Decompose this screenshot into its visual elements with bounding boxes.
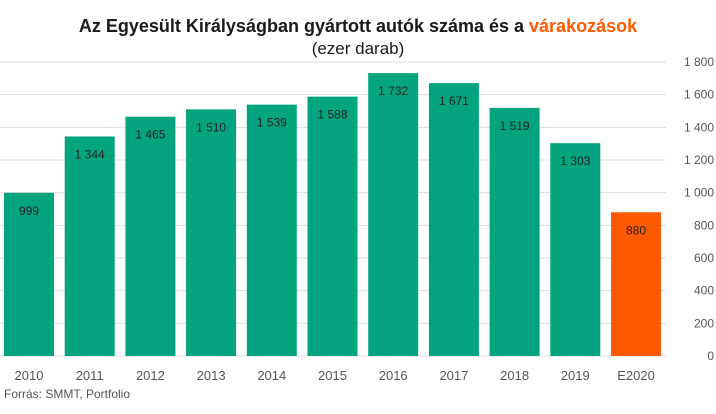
x-tick-label: 2010 — [15, 368, 44, 383]
y-tick-label: 600 — [694, 251, 714, 265]
data-label: 1 303 — [560, 154, 590, 168]
chart-title-main: Az Egyesült Királyságban gyártott autók … — [78, 16, 530, 36]
x-tick-label: 2013 — [197, 368, 226, 383]
bar — [428, 83, 479, 356]
x-tick-label: 2015 — [318, 368, 347, 383]
bar — [4, 192, 54, 356]
bar — [246, 104, 297, 356]
x-tick-label: 2018 — [500, 368, 529, 383]
data-label: 1 465 — [135, 128, 165, 142]
data-label: 1 519 — [500, 119, 530, 133]
y-tick-label: 1 000 — [684, 186, 714, 200]
data-label: 1 510 — [196, 120, 226, 134]
data-label: 1 539 — [257, 116, 287, 130]
bar — [186, 109, 237, 356]
y-tick-label: 0 — [707, 349, 714, 363]
chart-title-highlight: várakozások — [529, 16, 638, 36]
bar — [125, 116, 176, 356]
data-label: 1 344 — [75, 147, 105, 161]
x-tick-label: 2014 — [257, 368, 286, 383]
bar — [64, 136, 115, 356]
chart-subtitle: (ezer darab) — [311, 39, 405, 58]
data-label: 999 — [19, 204, 39, 218]
source-note: Forrás: SMMT, Portfolio — [4, 387, 131, 401]
x-tick-label: 2017 — [439, 368, 468, 383]
y-tick-label: 1 400 — [684, 120, 714, 134]
x-tick-label: 2016 — [379, 368, 408, 383]
bar — [550, 143, 601, 356]
y-tick-label: 200 — [694, 316, 714, 330]
bar — [611, 212, 661, 356]
bar — [489, 107, 540, 356]
x-tick-label: 2011 — [76, 368, 104, 383]
y-tick-label: 400 — [694, 284, 714, 298]
y-tick-label: 1 800 — [684, 55, 714, 69]
bar — [307, 96, 358, 357]
data-label: 1 588 — [317, 108, 347, 122]
data-label: 880 — [626, 223, 646, 237]
y-tick-label: 1 200 — [684, 153, 714, 167]
data-label: 1 732 — [378, 84, 408, 98]
x-tick-label: 2012 — [136, 368, 165, 383]
x-tick-label: E2020 — [617, 368, 655, 383]
chart-title: Az Egyesült Királyságban gyártott autók … — [0, 16, 716, 37]
y-tick-label: 800 — [694, 218, 714, 232]
data-label: 1 671 — [439, 94, 469, 108]
y-tick-label: 1 600 — [684, 88, 714, 102]
bar — [368, 73, 419, 357]
x-tick-label: 2019 — [561, 368, 590, 383]
